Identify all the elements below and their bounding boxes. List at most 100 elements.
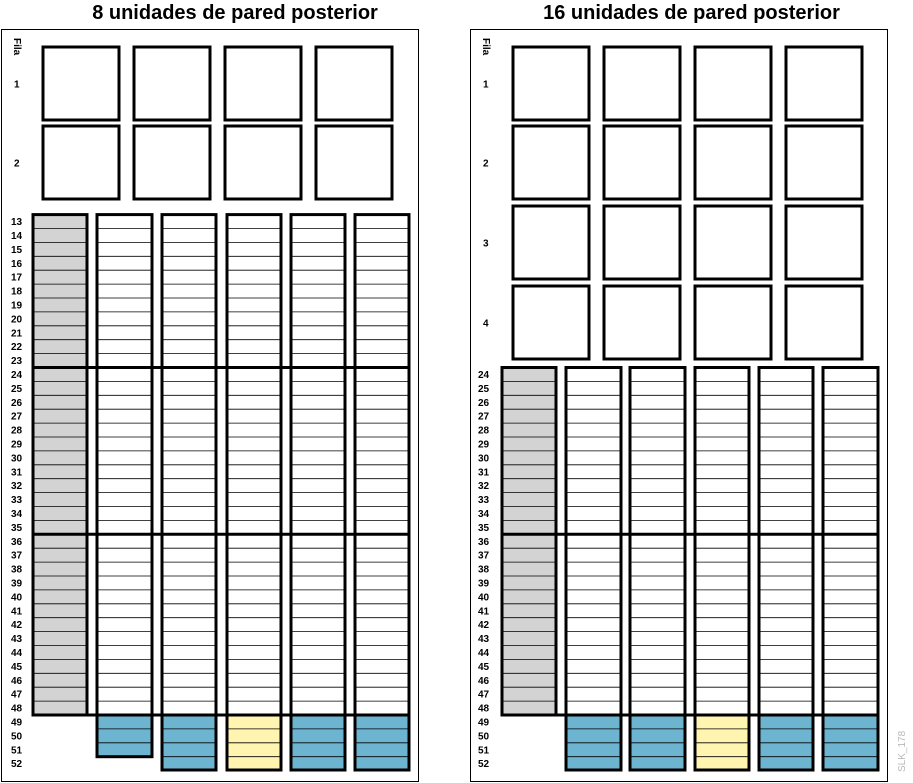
wall-unit-right-r3-c2 [602,204,682,281]
slot-column-body-right-4 [759,367,813,715]
wall-unit-left-r2-c3 [223,124,303,201]
row-label-left-22: 22 [11,342,23,353]
row-label-right-52: 52 [478,759,490,770]
row-label-left-35: 35 [11,523,23,534]
wall-unit-left-r1-c3 [223,45,303,122]
row-label-right-39: 39 [478,578,490,589]
slot-column-outline-left-2 [160,213,218,772]
slot-column-outline-left-4 [289,213,347,772]
row-label-right-41: 41 [478,606,490,617]
row-label-right-47: 47 [478,690,490,701]
panel-title-16-units: 16 unidades de pared posterior [543,2,840,24]
slot-column-blue-left-1 [97,715,152,757]
row-label-right-45: 45 [478,662,490,673]
row-label-left-16: 16 [11,259,23,270]
row-label-left-25: 25 [11,384,23,395]
row-label-left-49: 49 [11,717,23,728]
slot-column-outline-left-3 [225,213,283,772]
row-label-left-43: 43 [11,634,23,645]
wall-unit-right-r4-c4 [784,284,864,361]
wall-row-label-right-3: 3 [483,239,489,250]
row-label-right-24: 24 [478,370,490,381]
slot-column-outline-right-4 [757,366,815,772]
slot-column-body-right-2 [630,367,685,715]
row-label-right-37: 37 [478,551,490,562]
row-label-left-28: 28 [11,426,23,437]
panel-frame-16-units [470,29,888,782]
wall-unit-right-r2-c3 [693,124,773,201]
slot-column-body-right-5 [823,367,878,715]
row-label-left-51: 51 [11,745,23,756]
row-label-left-18: 18 [11,287,23,298]
row-label-left-15: 15 [11,245,23,256]
row-label-right-27: 27 [478,412,490,423]
wall-unit-left-r2-c1 [41,124,121,201]
wall-unit-right-r1-c3 [693,45,773,122]
row-label-left-46: 46 [11,676,23,687]
row-label-right-42: 42 [478,620,490,631]
slot-column-outline-right-3 [693,366,751,772]
row-label-left-26: 26 [11,398,23,409]
row-label-left-52: 52 [11,759,23,770]
wall-unit-right-r1-c4 [784,45,864,122]
row-label-right-29: 29 [478,439,490,450]
slot-column-outline-left-1 [95,213,154,759]
row-label-left-42: 42 [11,620,23,631]
row-label-right-35: 35 [478,523,490,534]
slot-column-body-right-3 [695,367,749,715]
wall-unit-right-r4-c3 [693,284,773,361]
wall-row-label-right-2: 2 [483,159,489,170]
row-label-left-30: 30 [11,453,23,464]
row-label-right-51: 51 [478,745,490,756]
row-label-left-37: 37 [11,551,23,562]
panel-frame-8-units [1,29,419,782]
slot-column-outline-left-5 [353,213,411,772]
wall-unit-right-r4-c2 [602,284,682,361]
wall-unit-right-r1-c2 [602,45,682,122]
row-label-left-31: 31 [11,467,23,478]
wall-row-label-right-4: 4 [483,319,489,330]
row-label-left-50: 50 [11,731,23,742]
wall-unit-right-r4-c1 [511,284,591,361]
row-label-right-44: 44 [478,648,490,659]
row-label-left-13: 13 [11,217,23,228]
row-label-right-38: 38 [478,565,490,576]
wall-unit-right-r2-c1 [511,124,591,201]
row-label-right-30: 30 [478,453,490,464]
row-label-left-20: 20 [11,314,23,325]
wall-unit-right-r2-c2 [602,124,682,201]
row-label-right-34: 34 [478,509,490,520]
wall-row-label-right-1: 1 [483,80,489,91]
row-label-left-33: 33 [11,495,23,506]
row-label-left-32: 32 [11,481,23,492]
wall-unit-right-r3-c4 [784,204,864,281]
row-label-left-40: 40 [11,592,23,603]
wall-unit-right-r2-c4 [784,124,864,201]
panel-title-8-units: 8 unidades de pared posterior [92,2,378,24]
row-label-right-46: 46 [478,676,490,687]
slot-column-body-right-1 [566,367,621,715]
row-label-right-36: 36 [478,537,490,548]
slot-column-outline-right-5 [821,366,880,772]
wall-unit-right-r1-c1 [511,45,591,122]
row-label-right-43: 43 [478,634,490,645]
row-label-left-45: 45 [11,662,23,673]
wall-unit-left-r2-c2 [132,124,212,201]
row-label-left-19: 19 [11,300,23,311]
row-label-right-26: 26 [478,398,490,409]
row-label-left-38: 38 [11,565,23,576]
row-label-right-25: 25 [478,384,490,395]
row-label-right-31: 31 [478,467,490,478]
row-label-left-48: 48 [11,704,23,715]
row-label-right-40: 40 [478,592,490,603]
wall-unit-left-r1-c4 [314,45,394,122]
wall-unit-right-r3-c3 [693,204,773,281]
slot-column-outline-right-2 [628,366,687,772]
row-label-left-47: 47 [11,690,23,701]
row-label-right-49: 49 [478,717,490,728]
row-label-left-36: 36 [11,537,23,548]
row-label-left-44: 44 [11,648,23,659]
wall-unit-left-r2-c4 [314,124,394,201]
wall-unit-left-r1-c1 [41,45,121,122]
